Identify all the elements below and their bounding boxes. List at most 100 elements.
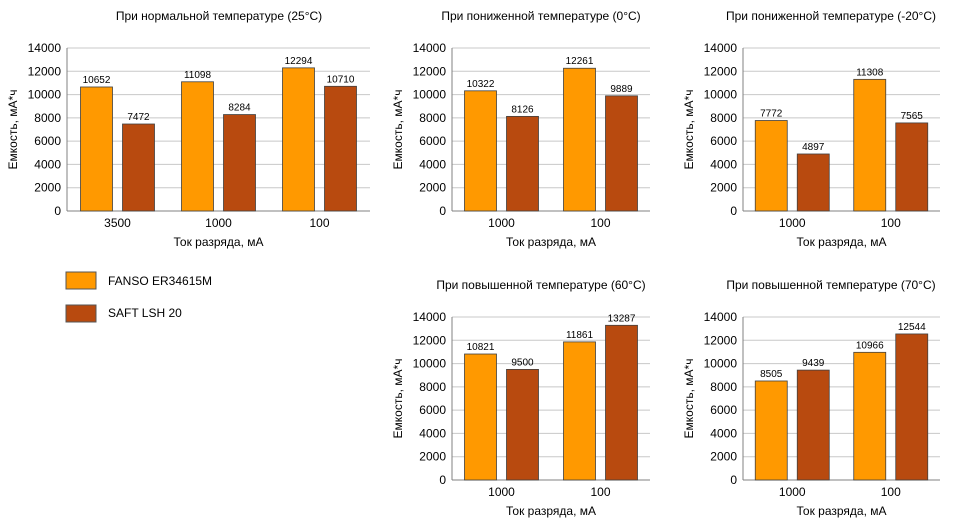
y-tick-label: 14000 (28, 41, 62, 55)
data-label: 10710 (327, 74, 355, 85)
chart-4: При повышенной температуре (60°C) 0 2000 40… (391, 278, 650, 518)
x-tick-label: 100 (309, 216, 329, 230)
y-tick-label: 14000 (704, 41, 738, 55)
y-tick-label: 10000 (413, 88, 447, 102)
x-tick-label: 100 (590, 485, 610, 499)
data-label: 7472 (127, 112, 150, 123)
y-tick-label: 2000 (710, 181, 737, 195)
y-tick-label: 2000 (34, 181, 61, 195)
x-tick-label: 3500 (104, 216, 131, 230)
x-tick-label: 1000 (779, 216, 806, 230)
data-label: 9500 (511, 357, 534, 368)
y-tick-label: 0 (439, 473, 446, 487)
data-label: 10821 (467, 342, 495, 353)
bar (796, 153, 830, 212)
bar (282, 67, 315, 212)
y-tick-label: 10000 (413, 357, 447, 371)
bar (223, 114, 256, 212)
data-label: 7565 (901, 111, 924, 122)
y-tick-label: 10000 (704, 88, 738, 102)
y-tick-label: 4000 (710, 157, 737, 171)
data-label: 9439 (802, 358, 825, 369)
x-tick-label: 100 (590, 216, 610, 230)
x-tick-label: 100 (881, 216, 901, 230)
y-axis-label: Емкость, мА*ч (682, 90, 696, 170)
y-tick-label: 14000 (413, 310, 447, 324)
x-tick-label: 1000 (488, 485, 515, 499)
bar (796, 369, 830, 481)
bar (506, 115, 539, 212)
y-axis-label: Емкость, мА*ч (391, 359, 405, 439)
y-tick-label: 0 (730, 204, 737, 218)
chart-1: При нормальной температуре (25°C) 0 2000 40… (6, 9, 370, 249)
x-tick-label: 1000 (205, 216, 232, 230)
data-label: 8284 (228, 103, 251, 114)
data-label: 7772 (760, 109, 783, 120)
data-label: 4897 (802, 142, 825, 153)
legend-label-saft: SAFT LSH 20 (108, 306, 182, 320)
bar (464, 353, 497, 481)
y-tick-label: 8000 (710, 380, 737, 394)
y-tick-label: 10000 (28, 88, 62, 102)
bar (895, 333, 929, 481)
y-tick-label: 14000 (413, 41, 447, 55)
x-tick-label: 100 (881, 485, 901, 499)
y-tick-label: 12000 (28, 64, 62, 78)
y-tick-label: 10000 (704, 357, 738, 371)
data-label: 8126 (511, 104, 534, 115)
x-axis-label: Ток разряда, мА (506, 504, 596, 518)
bar (464, 90, 497, 212)
y-axis-label: Емкость, мА*ч (682, 359, 696, 439)
data-label: 8505 (760, 369, 783, 380)
y-tick-label: 4000 (419, 426, 446, 440)
chart-5: При повышенной температуре (70°C) 0 2000 40… (682, 278, 940, 518)
x-axis-label: Ток разряда, мА (797, 504, 887, 518)
bar (853, 351, 887, 481)
bar (895, 122, 929, 212)
chart-title: При повышенной температуре (60°C) (436, 278, 645, 292)
bar (181, 81, 214, 212)
y-tick-label: 6000 (710, 403, 737, 417)
chart-3: При пониженной температуре (-20°C) 0 2000 4… (682, 9, 940, 249)
chart-title: При пониженной температуре (-20°C) (726, 9, 936, 23)
y-tick-label: 12000 (413, 64, 447, 78)
legend-label-fanso: FANSO ER34615M (108, 274, 212, 288)
bar (563, 341, 596, 481)
y-tick-label: 2000 (710, 450, 737, 464)
y-tick-label: 0 (54, 204, 61, 218)
bar (80, 86, 113, 212)
data-label: 12261 (566, 56, 594, 67)
x-axis-label: Ток разряда, мА (797, 235, 887, 249)
data-label: 11098 (184, 70, 212, 81)
y-tick-label: 8000 (34, 111, 61, 125)
chart-title: При пониженной температуре (0°C) (441, 9, 640, 23)
chart-title: При нормальной температуре (25°C) (116, 9, 322, 23)
x-axis-label: Ток разряда, мА (174, 235, 264, 249)
chart-2: При пониженной температуре (0°C) 0 2000 400… (391, 9, 650, 249)
y-tick-label: 12000 (413, 333, 447, 347)
y-tick-label: 8000 (419, 380, 446, 394)
data-label: 10322 (467, 79, 495, 90)
legend: FANSO ER34615M SAFT LSH 20 (65, 271, 212, 323)
legend-swatch-fanso (65, 271, 97, 290)
y-tick-label: 8000 (710, 111, 737, 125)
bar (122, 123, 155, 212)
data-label: 12294 (285, 56, 313, 67)
y-axis-label: Емкость, мА*ч (391, 90, 405, 170)
y-axis-label: Емкость, мА*ч (6, 90, 20, 170)
bar (324, 85, 357, 212)
data-label: 12544 (898, 322, 926, 333)
y-tick-label: 12000 (704, 64, 738, 78)
data-label: 10966 (856, 340, 884, 351)
bar (605, 95, 638, 212)
x-axis-label: Ток разряда, мА (506, 235, 596, 249)
chart-title: При повышенной температуре (70°C) (726, 278, 935, 292)
bar (853, 78, 887, 212)
bar (506, 368, 539, 481)
y-tick-label: 4000 (419, 157, 446, 171)
y-tick-label: 0 (730, 473, 737, 487)
legend-swatch-saft (65, 304, 97, 323)
y-tick-label: 4000 (34, 157, 61, 171)
y-tick-label: 6000 (419, 134, 446, 148)
